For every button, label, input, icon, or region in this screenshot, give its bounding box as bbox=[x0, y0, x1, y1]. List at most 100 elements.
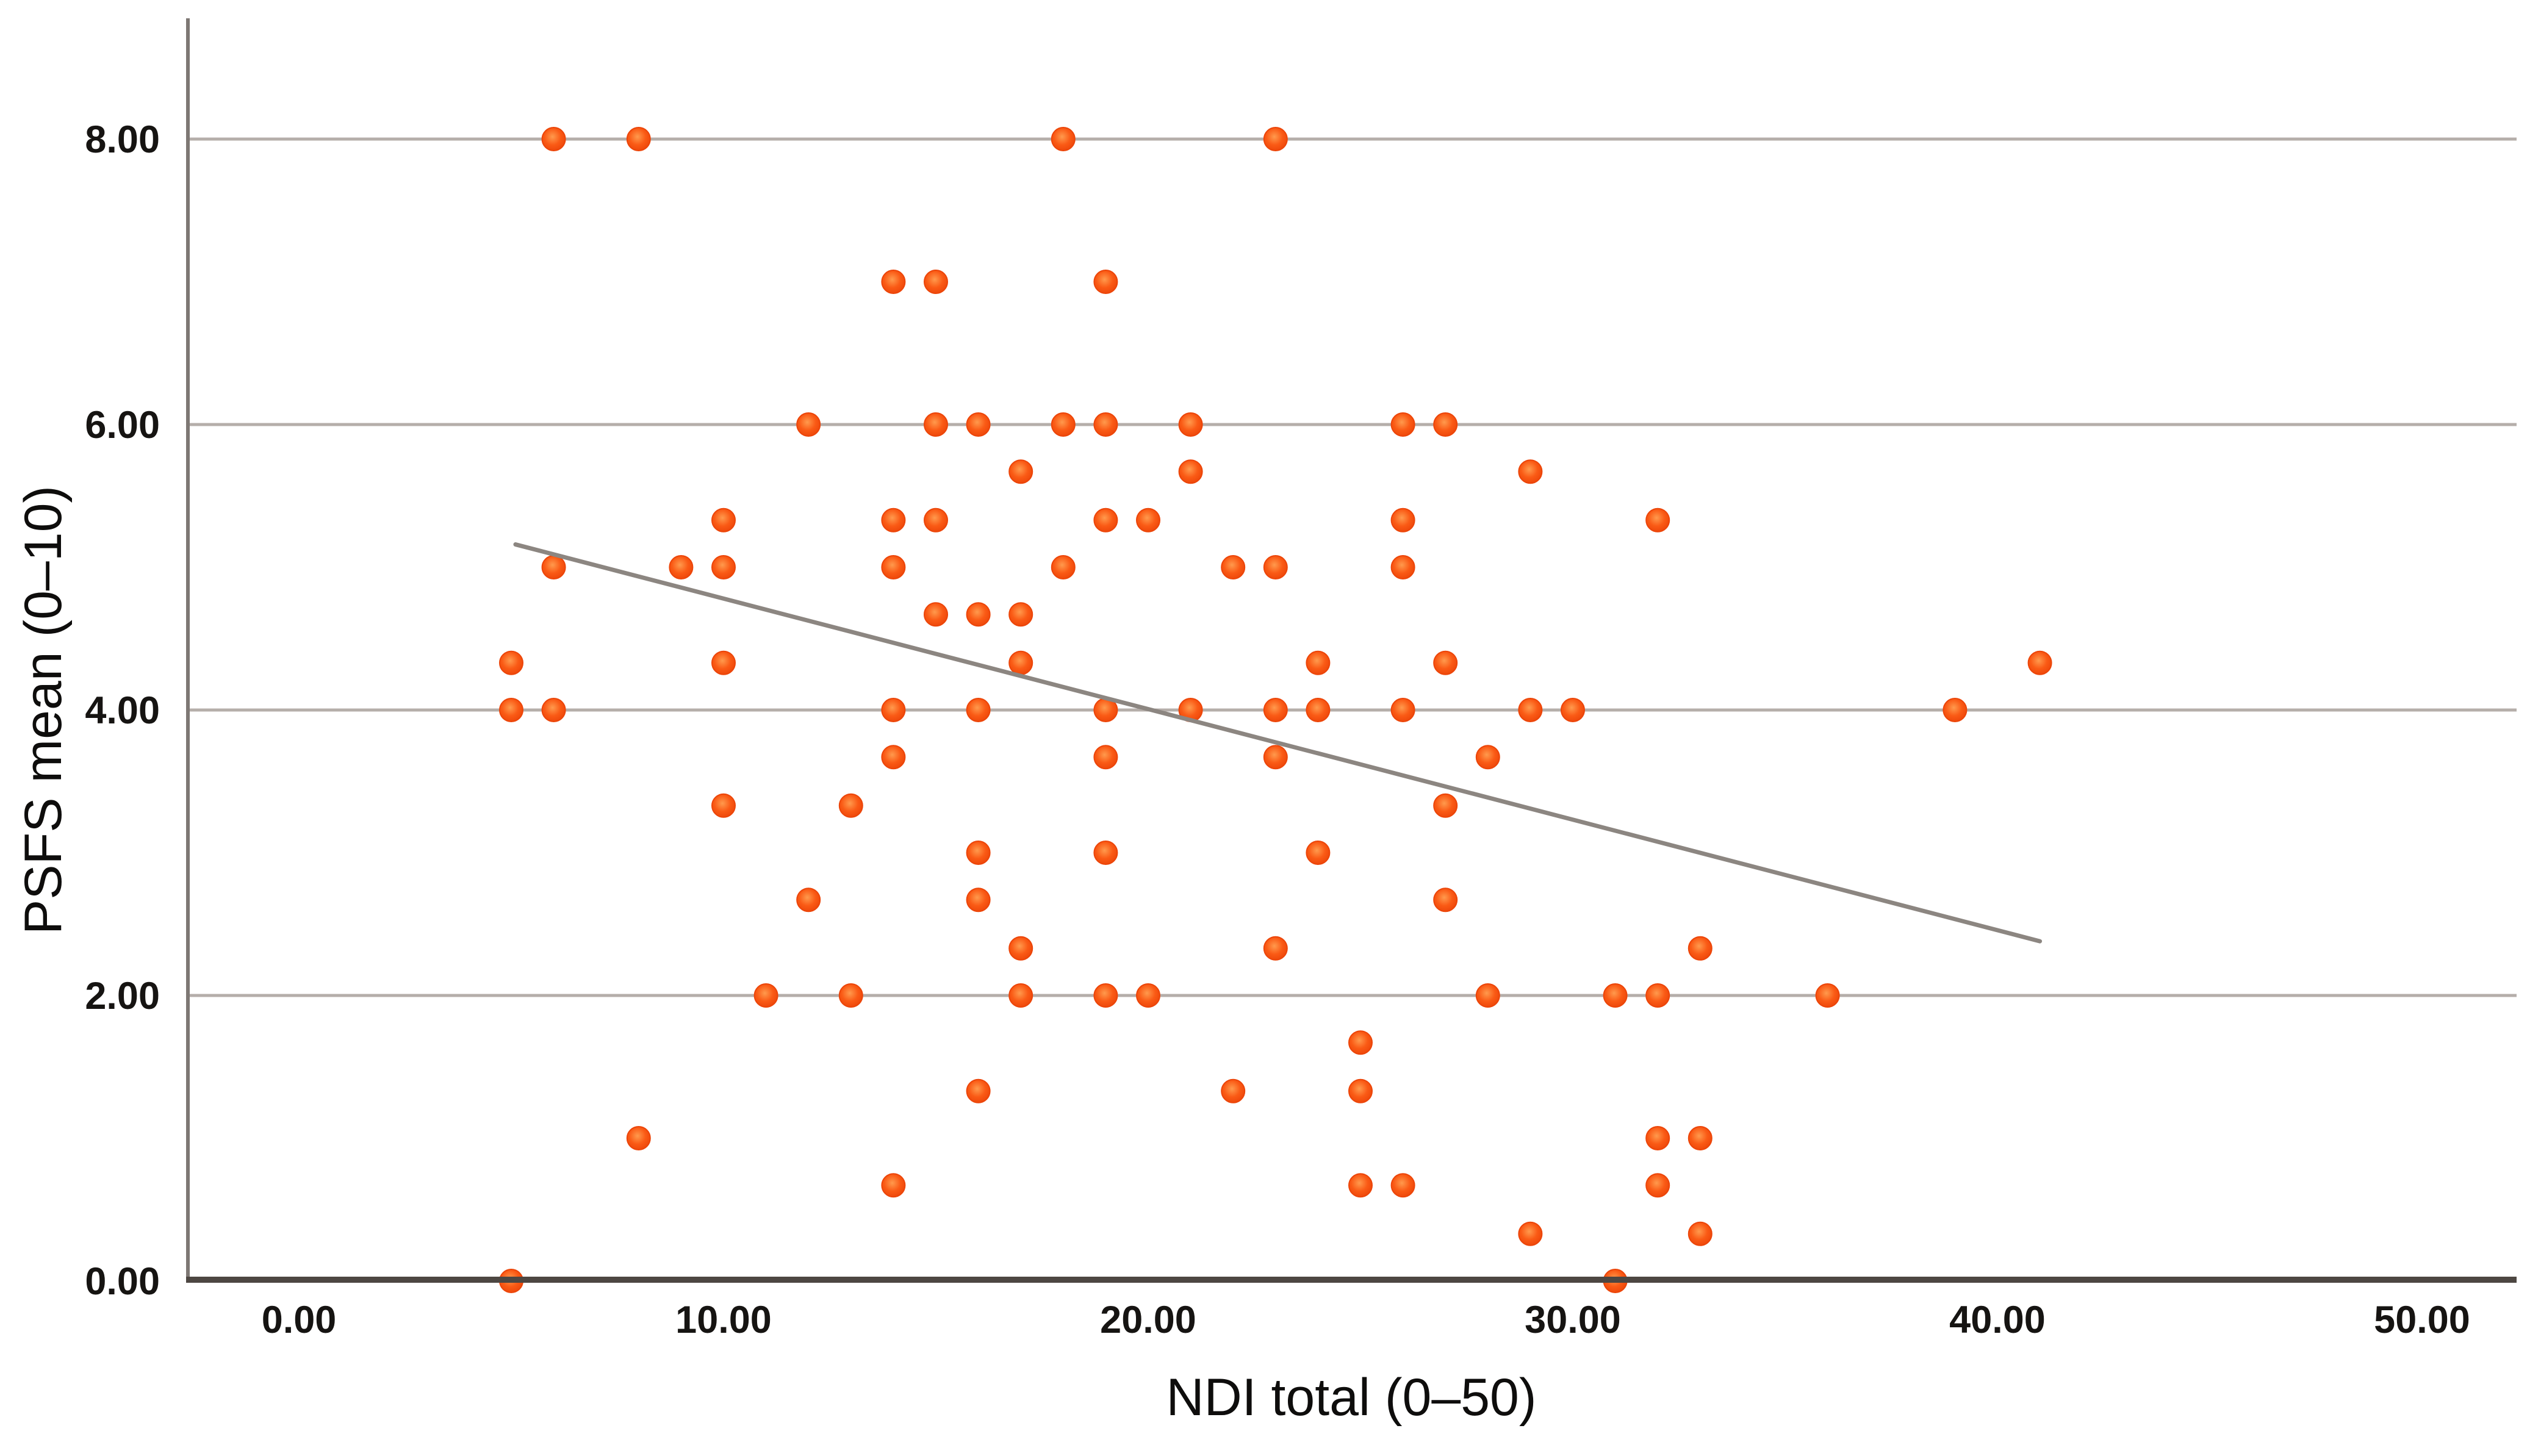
data-point bbox=[796, 888, 821, 913]
data-point bbox=[541, 698, 566, 722]
data-point bbox=[966, 841, 991, 865]
data-point bbox=[881, 507, 906, 533]
data-point bbox=[1348, 1078, 1373, 1103]
data-point bbox=[1433, 793, 1458, 818]
axes bbox=[186, 18, 2517, 1283]
data-point bbox=[881, 745, 906, 770]
data-point bbox=[924, 270, 948, 294]
data-point bbox=[966, 888, 991, 913]
data-point bbox=[499, 650, 523, 675]
data-point bbox=[1433, 650, 1458, 675]
data-point bbox=[626, 1126, 651, 1150]
data-point bbox=[838, 793, 863, 818]
data-point bbox=[1263, 698, 1288, 722]
data-point bbox=[1051, 127, 1076, 151]
data-point bbox=[838, 983, 863, 1008]
data-point bbox=[711, 555, 736, 579]
data-point bbox=[966, 412, 991, 437]
y-tick-label: 4.00 bbox=[85, 689, 160, 732]
data-point bbox=[1178, 459, 1203, 484]
data-point bbox=[1263, 745, 1288, 770]
data-point bbox=[881, 270, 906, 294]
data-point bbox=[924, 507, 948, 533]
data-point bbox=[1518, 459, 1543, 484]
data-point bbox=[1051, 412, 1076, 437]
data-point bbox=[1518, 698, 1543, 722]
data-point bbox=[1603, 983, 1628, 1008]
data-point bbox=[1221, 1078, 1246, 1103]
data-point bbox=[626, 127, 651, 151]
gridlines bbox=[188, 137, 2517, 997]
data-point bbox=[753, 983, 778, 1008]
data-point bbox=[1433, 888, 1458, 913]
data-point bbox=[1051, 555, 1076, 579]
data-point bbox=[1263, 936, 1288, 961]
data-point bbox=[1008, 459, 1033, 484]
y-tick-label: 8.00 bbox=[85, 118, 160, 161]
data-point bbox=[1475, 745, 1500, 770]
data-point bbox=[1687, 1126, 1713, 1150]
x-axis-title: NDI total (0–50) bbox=[1166, 1368, 1536, 1427]
data-point bbox=[1093, 270, 1118, 294]
x-tick-label: 10.00 bbox=[675, 1299, 772, 1341]
data-point bbox=[1306, 841, 1331, 865]
data-point bbox=[1093, 983, 1118, 1008]
data-point bbox=[1008, 650, 1033, 675]
data-point bbox=[1390, 698, 1415, 722]
x-tick-labels: 0.00 10.00 20.00 30.00 40.00 50.00 bbox=[262, 1299, 2470, 1341]
y-axis-title: PSFS mean (0–10) bbox=[14, 486, 73, 934]
data-point bbox=[881, 698, 906, 722]
trend-line-group bbox=[513, 542, 2043, 944]
data-point bbox=[711, 507, 736, 533]
data-point bbox=[1093, 841, 1118, 865]
data-point bbox=[796, 412, 821, 437]
data-point bbox=[711, 650, 736, 675]
data-point bbox=[1348, 1030, 1373, 1055]
data-point bbox=[924, 602, 948, 627]
y-tick-label: 2.00 bbox=[85, 975, 160, 1017]
data-point bbox=[1263, 555, 1288, 579]
data-point bbox=[1390, 507, 1415, 533]
data-point bbox=[881, 555, 906, 579]
data-point bbox=[1136, 983, 1160, 1008]
data-point bbox=[499, 698, 523, 722]
data-point bbox=[1390, 555, 1415, 579]
data-point bbox=[1093, 745, 1118, 770]
data-point bbox=[711, 793, 736, 818]
data-point bbox=[1390, 412, 1415, 437]
data-point bbox=[669, 555, 694, 579]
data-point bbox=[1645, 1126, 1670, 1150]
data-points bbox=[499, 127, 2052, 1293]
data-point bbox=[966, 602, 991, 627]
data-point bbox=[1475, 983, 1500, 1008]
x-tick-label: 0.00 bbox=[262, 1299, 337, 1341]
data-point bbox=[1645, 1173, 1670, 1198]
x-tick-label: 50.00 bbox=[2374, 1299, 2470, 1341]
data-point bbox=[1306, 650, 1331, 675]
data-point bbox=[541, 127, 566, 151]
data-point bbox=[1348, 1173, 1373, 1198]
data-point bbox=[1221, 555, 1246, 579]
data-point bbox=[1687, 936, 1713, 961]
data-point bbox=[966, 1078, 991, 1103]
y-tick-label: 6.00 bbox=[85, 404, 160, 446]
data-point bbox=[1093, 412, 1118, 437]
data-point bbox=[2027, 650, 2052, 675]
data-point bbox=[1687, 1221, 1713, 1246]
data-point bbox=[1561, 698, 1585, 722]
data-point bbox=[1008, 936, 1033, 961]
data-point bbox=[1943, 698, 1968, 722]
data-point bbox=[1433, 412, 1458, 437]
x-tick-label: 40.00 bbox=[1949, 1299, 2046, 1341]
y-tick-labels: 0.00 2.00 4.00 6.00 8.00 bbox=[85, 118, 160, 1303]
data-point bbox=[1815, 983, 1840, 1008]
data-point bbox=[924, 412, 948, 437]
data-point bbox=[1008, 602, 1033, 627]
x-tick-label: 20.00 bbox=[1100, 1299, 1196, 1341]
data-point bbox=[1518, 1221, 1543, 1246]
data-point bbox=[1136, 507, 1160, 533]
data-point bbox=[1008, 983, 1033, 1008]
y-tick-label: 0.00 bbox=[85, 1260, 160, 1303]
